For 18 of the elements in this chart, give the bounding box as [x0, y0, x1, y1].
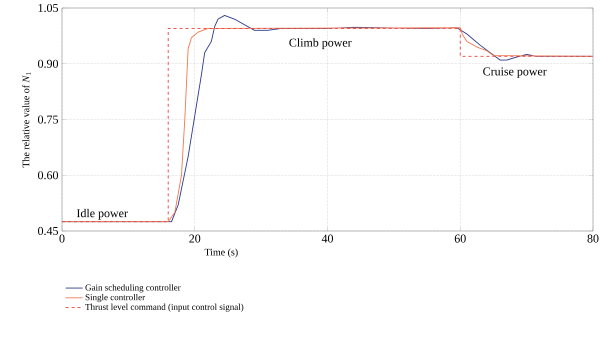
x-tick-label: 40	[322, 234, 334, 243]
x-tick-label: 60	[454, 234, 466, 243]
x-axis-title: Time (s)	[204, 248, 238, 258]
y-tick-label: 0.75	[38, 115, 58, 124]
legend-label: Thrust level command (input control signal)	[85, 304, 244, 312]
y-tick-label: 0.45	[38, 226, 58, 236]
annotation: Idle power	[76, 208, 128, 220]
y-axis-title: The relative value of N$_{1}$	[22, 72, 31, 168]
annotation: Climb power	[289, 38, 352, 50]
annotation: Cruise power	[483, 67, 547, 78]
y-tick-label: 0.60	[38, 171, 58, 180]
y-tick-label: 1.05	[38, 4, 58, 12]
x-tick-label: 0	[59, 234, 65, 243]
x-tick-label: 80	[587, 234, 599, 243]
y-tick-label: 0.90	[38, 60, 58, 68]
legend-label: Single controller	[86, 294, 146, 302]
x-tick-label: 20	[189, 234, 200, 243]
legend-label: Gain scheduling controller	[85, 284, 181, 292]
